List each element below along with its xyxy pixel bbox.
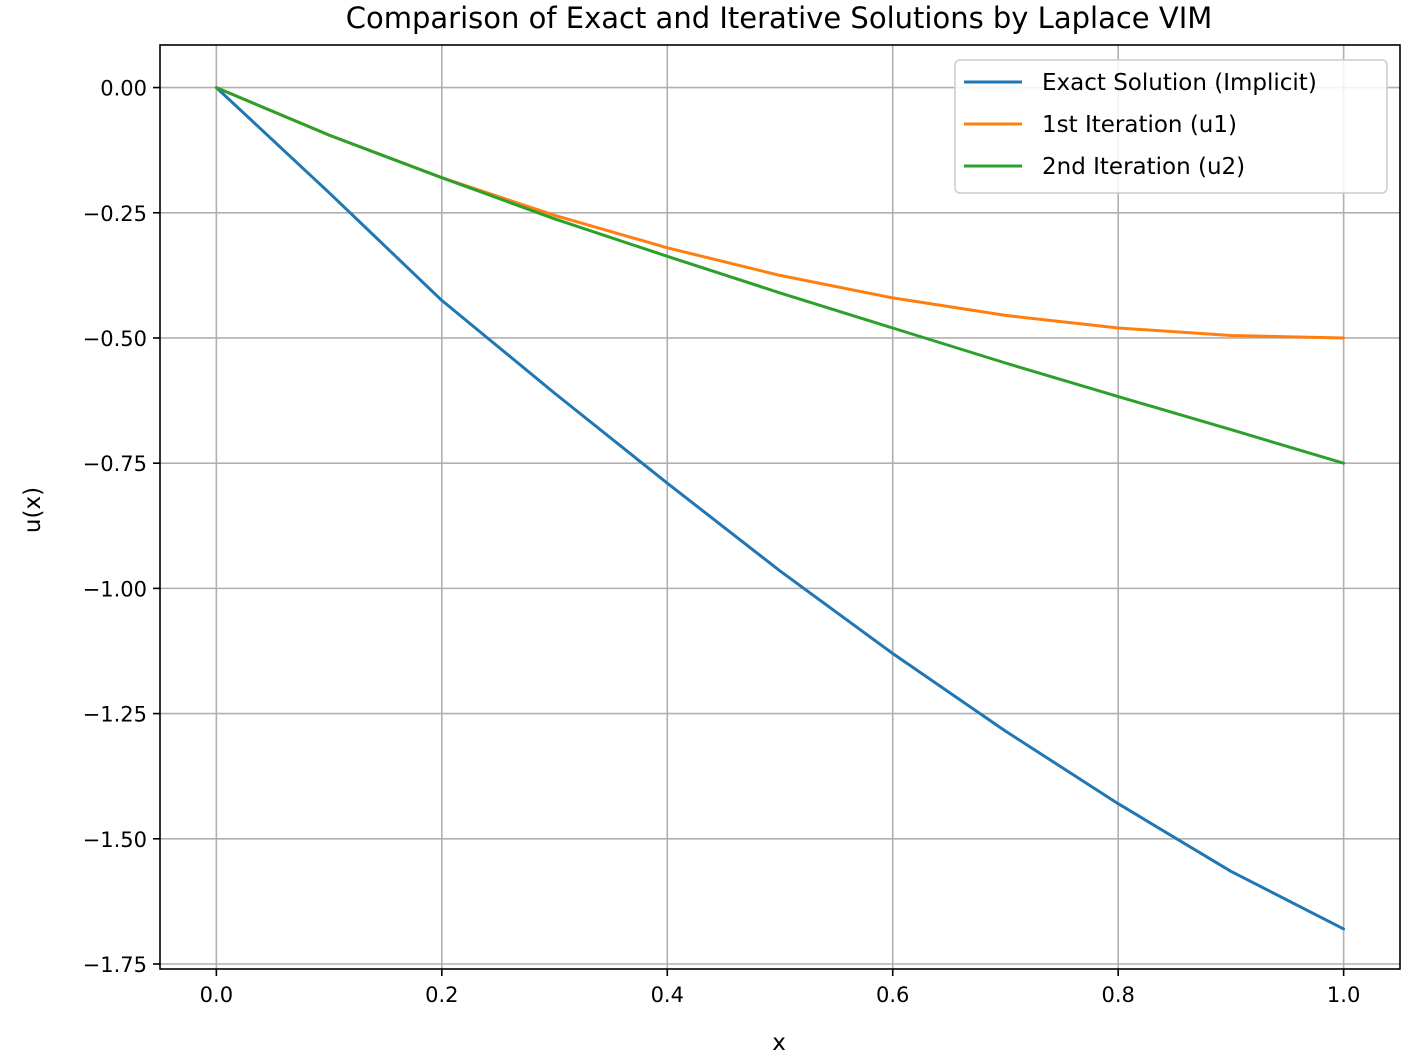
legend: Exact Solution (Implicit) 1st Iteration …: [954, 59, 1388, 194]
legend-entry: 1st Iteration (u1): [964, 112, 1237, 138]
y-tick-label: −0.25: [83, 202, 147, 226]
y-tick-label: −1.25: [83, 703, 147, 727]
legend-label: Exact Solution (Implicit): [1042, 70, 1317, 96]
x-axis-label: x: [772, 1030, 786, 1056]
y-tick-label: −0.50: [83, 327, 147, 351]
plot-frame: [159, 44, 1401, 970]
x-tick-label: 0.2: [425, 983, 458, 1007]
x-tick-label: 0.4: [651, 983, 684, 1007]
legend-entry: Exact Solution (Implicit): [964, 70, 1317, 96]
y-tick-label: −0.75: [83, 452, 147, 476]
x-tick-label: 0.0: [200, 983, 233, 1007]
series-line-1: [214, 86, 1346, 931]
axis-ticks: 0.0 0.2 0.4 0.6 0.8 1.0 0.00 −0.25 −0.50 −0.75 −1.…: [83, 77, 1361, 1007]
legend-label: 2nd Iteration (u2): [1042, 154, 1245, 180]
y-tick-label: −1.50: [83, 828, 147, 852]
grid: [160, 45, 1400, 969]
y-tick-label: 0.00: [100, 77, 147, 101]
series-line-3: [214, 86, 1346, 465]
y-tick-label: −1.00: [83, 577, 147, 601]
y-tick-label: −1.75: [83, 953, 147, 977]
series-lines: [214, 86, 1346, 931]
x-tick-label: 1.0: [1327, 983, 1360, 1007]
legend-entry: 2nd Iteration (u2): [964, 154, 1245, 180]
x-tick-label: 0.6: [876, 983, 909, 1007]
legend-box: [954, 59, 1388, 194]
legend-label: 1st Iteration (u1): [1042, 112, 1237, 138]
y-axis-label: u(x): [20, 487, 46, 533]
chart-title: Comparison of Exact and Iterative Soluti…: [346, 1, 1213, 35]
x-tick-label: 0.8: [1101, 983, 1134, 1007]
